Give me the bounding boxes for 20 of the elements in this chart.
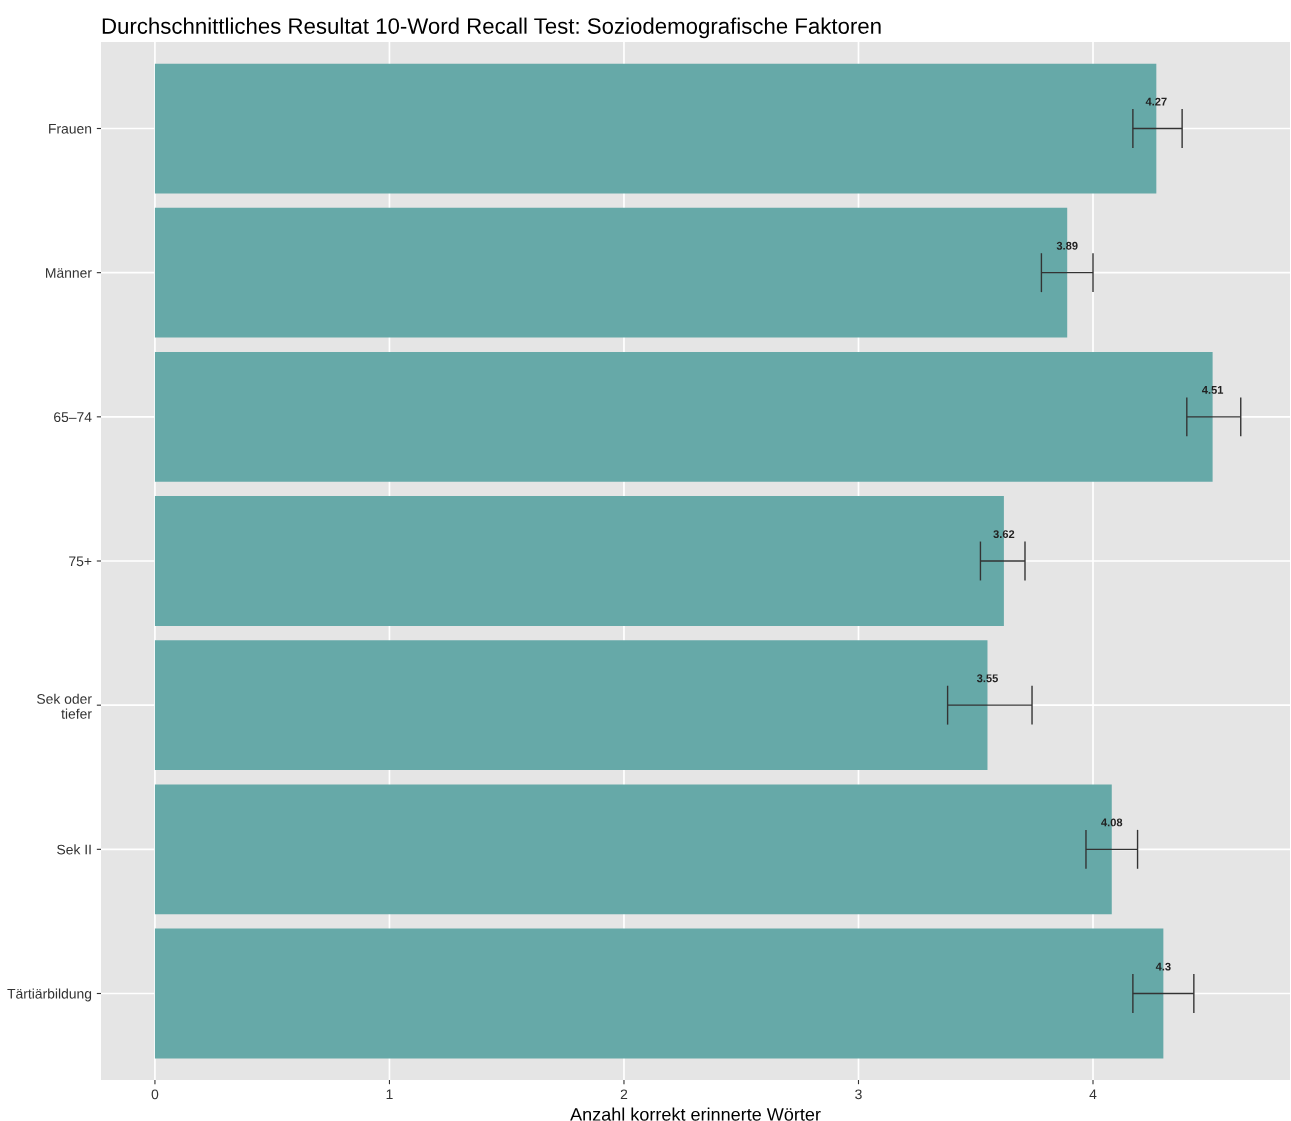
y-tick-label: Sek oder tiefer [37,693,92,719]
y-tick-label: Männer [46,268,92,278]
y-tick-label: Sek II [57,844,91,855]
data-label: 3.62 [993,530,1015,539]
chart-title: Durchschnittliches Resultat 10-Word Recall Test: Soziodemografische Faktoren [102,17,881,39]
data-label: 3.89 [1056,241,1078,250]
x-tick-label: 4 [1089,1089,1097,1100]
y-tick-label: 65–74 [54,412,92,422]
x-tick-label: 1 [386,1089,393,1100]
y-tick-label: Tärtiärbildung [7,988,92,1002]
y-tick-label: Frauen [49,123,92,134]
x-tick-label: 2 [620,1089,628,1100]
x-tick-label: 3 [855,1089,862,1100]
data-label: 4.51 [1201,386,1224,394]
data-label: 4.3 [1155,962,1171,971]
y-tick-label: 75+ [69,556,92,567]
data-label: 4.27 [1145,97,1167,106]
x-tick-label: 0 [151,1089,159,1100]
x-axis-title: Anzahl korrekt erinnerte Wörter [570,1107,821,1121]
data-label: 3.55 [976,674,998,683]
